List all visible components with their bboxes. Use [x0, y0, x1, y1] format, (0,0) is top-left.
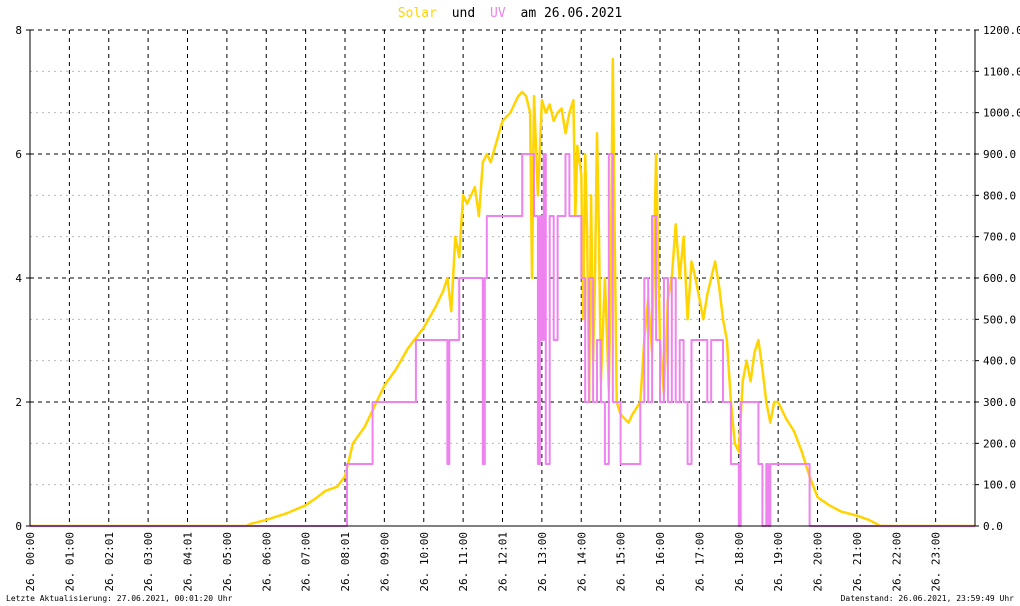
x-tick-label: 26. 00:00	[24, 532, 37, 592]
title-und: und	[452, 6, 475, 21]
left-tick-label: 2	[15, 396, 22, 409]
right-tick-label: 1200.0	[983, 24, 1020, 37]
right-tick-label: 1000.0	[983, 107, 1020, 120]
left-tick-label: 4	[15, 272, 22, 285]
x-tick-label: 26. 09:00	[378, 532, 391, 592]
x-tick-label: 26. 12:01	[497, 532, 510, 592]
x-tick-label: 26. 17:00	[693, 532, 706, 592]
left-axis-ticks: 0 2 4 6 8	[15, 24, 30, 533]
right-tick-label: 100.0	[983, 479, 1016, 492]
right-axis-ticks: 0.0 100.0 200.0 300.0 400.0 500.0 600.0 700.0 80…	[975, 24, 1020, 533]
right-tick-label: 700.0	[983, 231, 1016, 244]
x-tick-label: 26. 01:00	[63, 532, 76, 592]
right-tick-label: 800.0	[983, 189, 1016, 202]
x-tick-label: 26. 15:00	[615, 532, 628, 592]
series-lines	[30, 57, 975, 528]
x-tick-label: 26. 13:00	[536, 532, 549, 592]
right-tick-label: 400.0	[983, 355, 1016, 368]
x-tick-label: 26. 21:00	[851, 532, 864, 592]
footer-last-update: Letzte Aktualisierung: 27.06.2021, 00:01…	[6, 594, 233, 603]
title-solar: Solar	[398, 6, 437, 21]
left-tick-label: 8	[15, 24, 22, 37]
x-axis-ticks: 26. 00:00 26. 01:00 26. 02:01 26. 03:00 26. …	[24, 532, 943, 592]
x-tick-label: 26. 23:00	[930, 532, 943, 592]
footer-data-status: Datenstand: 26.06.2021, 23:59:49 Uhr	[841, 594, 1015, 603]
x-tick-label: 26. 02:01	[103, 532, 116, 592]
left-tick-label: 6	[15, 148, 22, 161]
x-tick-label: 26. 08:01	[339, 532, 352, 592]
left-tick-label: 0	[15, 520, 22, 533]
chart-title: Solar und UV am 26.06.2021	[398, 6, 623, 21]
x-tick-label: 26. 11:00	[457, 532, 470, 592]
right-tick-label: 1100.0	[983, 65, 1020, 78]
right-tick-label: 0.0	[983, 520, 1003, 533]
x-tick-label: 26. 16:00	[654, 532, 667, 592]
right-tick-label: 200.0	[983, 437, 1016, 450]
right-tick-label: 900.0	[983, 148, 1016, 161]
x-tick-label: 26. 18:00	[733, 532, 746, 592]
grid	[30, 29, 975, 526]
solar-series-line	[30, 57, 975, 528]
x-tick-label: 26. 22:00	[890, 532, 903, 592]
title-uv: UV	[490, 6, 506, 21]
x-tick-label: 26. 06:00	[260, 532, 273, 592]
right-tick-label: 500.0	[983, 313, 1016, 326]
uv-series-line	[30, 153, 975, 527]
x-tick-label: 26. 10:00	[418, 532, 431, 592]
right-tick-label: 300.0	[983, 396, 1016, 409]
x-tick-label: 26. 07:00	[300, 532, 313, 592]
right-tick-label: 600.0	[983, 272, 1016, 285]
x-tick-label: 26. 19:00	[772, 532, 785, 592]
x-tick-label: 26. 03:00	[142, 532, 155, 592]
x-tick-label: 26. 05:00	[221, 532, 234, 592]
title-date: am 26.06.2021	[521, 6, 623, 21]
x-tick-label: 26. 14:00	[575, 532, 588, 592]
x-tick-label: 26. 20:00	[812, 532, 825, 592]
x-tick-label: 26. 04:01	[182, 532, 195, 592]
